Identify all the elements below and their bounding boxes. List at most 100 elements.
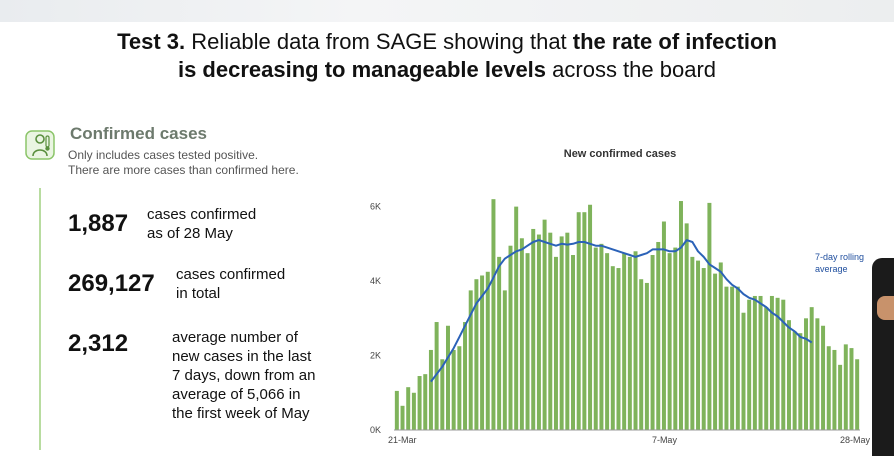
bar bbox=[451, 349, 456, 430]
bar bbox=[804, 318, 809, 430]
bar bbox=[440, 359, 445, 430]
bar bbox=[480, 275, 485, 430]
bar bbox=[411, 392, 416, 430]
bar bbox=[718, 262, 723, 430]
bar bbox=[491, 199, 496, 430]
bar bbox=[536, 234, 541, 430]
bar bbox=[667, 253, 672, 430]
bar bbox=[468, 290, 473, 430]
bar bbox=[406, 387, 411, 430]
bar bbox=[713, 273, 718, 430]
bar bbox=[519, 238, 524, 430]
stat-label-line-3: 7 days, down from an bbox=[172, 367, 316, 384]
bar bbox=[434, 322, 439, 430]
bar bbox=[775, 297, 780, 430]
bar bbox=[423, 374, 428, 430]
bar bbox=[463, 322, 468, 430]
bar bbox=[627, 256, 632, 430]
bar bbox=[616, 268, 621, 430]
bar bbox=[548, 232, 553, 430]
bar bbox=[843, 344, 848, 430]
bar bbox=[656, 241, 661, 430]
bar bbox=[786, 320, 791, 430]
bar bbox=[798, 333, 803, 430]
x-tick-label: 7-May bbox=[652, 435, 678, 445]
bar bbox=[792, 331, 797, 430]
y-axis: 0K 2K 4K 6K bbox=[370, 202, 381, 435]
bar bbox=[855, 359, 860, 430]
headline-line-1: Test 3. Reliable data from SAGE showing … bbox=[0, 28, 894, 56]
stat-label-line-1: cases confirmed bbox=[176, 266, 286, 283]
bar bbox=[769, 295, 774, 430]
y-tick-label: 2K bbox=[370, 351, 381, 361]
bar bbox=[485, 271, 490, 430]
bar bbox=[690, 256, 695, 430]
bar bbox=[678, 201, 683, 430]
bar bbox=[838, 364, 843, 430]
headline-text-1: Reliable data from SAGE showing that bbox=[185, 29, 573, 54]
bar bbox=[764, 307, 769, 430]
bar bbox=[752, 295, 757, 430]
bar bbox=[445, 325, 450, 430]
panel-subtitle-line-2: There are more cases than confirmed here… bbox=[68, 163, 299, 177]
stat-label-line-2: new cases in the last bbox=[172, 348, 312, 365]
bar bbox=[508, 245, 513, 430]
stat-label-line-2: in total bbox=[176, 285, 221, 302]
bar bbox=[701, 268, 706, 430]
panel-subtitle-line-1: Only includes cases tested positive. bbox=[68, 148, 259, 162]
bar bbox=[457, 346, 462, 430]
stat-label-line-4: average of 5,066 in bbox=[172, 386, 301, 403]
annotation-line: 7-day rolling bbox=[815, 252, 864, 262]
stat-value: 269,127 bbox=[68, 270, 155, 297]
x-tick-label: 28-May bbox=[840, 435, 871, 445]
bar bbox=[593, 247, 598, 430]
bar bbox=[673, 247, 678, 430]
bar bbox=[582, 212, 587, 430]
bar bbox=[639, 279, 644, 430]
chart-title: New confirmed cases bbox=[563, 148, 677, 160]
bar bbox=[605, 253, 610, 430]
y-tick-label: 0K bbox=[370, 425, 381, 435]
bar bbox=[707, 202, 712, 430]
panel-subtitle: Only includes cases tested positive. The… bbox=[68, 148, 338, 178]
bar bbox=[542, 219, 547, 430]
headline-line-2: is decreasing to manageable levels acros… bbox=[0, 56, 894, 84]
bar bbox=[758, 295, 763, 430]
slide-headline: Test 3. Reliable data from SAGE showing … bbox=[0, 28, 894, 84]
bar bbox=[815, 318, 820, 430]
x-axis: 21-Mar 7-May 28-May bbox=[388, 429, 871, 445]
y-tick-label: 4K bbox=[370, 276, 381, 286]
bar bbox=[553, 256, 558, 430]
stat-value: 1,887 bbox=[68, 210, 129, 237]
bar-series bbox=[394, 199, 860, 430]
bar bbox=[661, 221, 666, 430]
headline-bold-2: is decreasing to manageable levels bbox=[177, 57, 547, 82]
bar bbox=[832, 349, 837, 430]
bar bbox=[821, 325, 826, 430]
bar bbox=[849, 348, 854, 430]
x-tick-label: 21-Mar bbox=[388, 435, 417, 445]
bar bbox=[747, 299, 752, 430]
bar bbox=[741, 312, 746, 430]
headline-test-label: Test 3. bbox=[117, 29, 186, 54]
bar bbox=[571, 255, 576, 430]
bar bbox=[730, 286, 735, 430]
stat-label-line-2: as of 28 May bbox=[147, 225, 233, 242]
headline-suffix: across the board bbox=[546, 57, 717, 82]
bar bbox=[781, 299, 786, 430]
thermometer-person-icon bbox=[25, 130, 55, 160]
bar bbox=[474, 279, 479, 430]
bar bbox=[735, 286, 740, 430]
bar bbox=[565, 232, 570, 430]
presenter-silhouette bbox=[872, 258, 894, 456]
bar bbox=[633, 251, 638, 430]
stat-label-line-1: average number of bbox=[172, 329, 298, 346]
stat-label-line-1: cases confirmed bbox=[147, 206, 257, 223]
bar bbox=[684, 223, 689, 430]
bar bbox=[724, 286, 729, 430]
presenter-hand bbox=[877, 296, 894, 320]
bar bbox=[400, 405, 405, 430]
headline-bold-1: the rate of infection bbox=[572, 29, 777, 54]
bar bbox=[559, 236, 564, 430]
bar bbox=[525, 253, 530, 430]
